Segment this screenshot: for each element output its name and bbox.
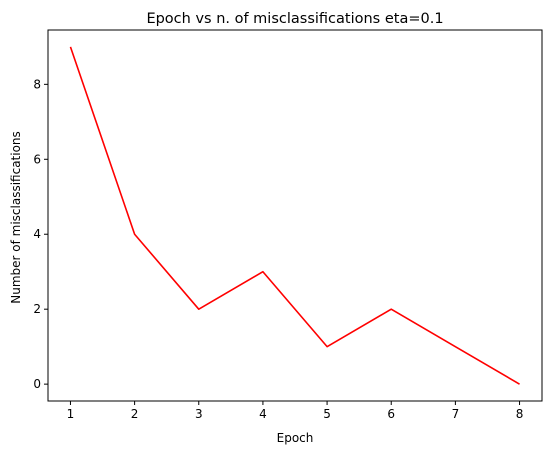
chart-title: Epoch vs n. of misclassifications eta=0.… xyxy=(146,11,443,27)
y-tick-label: 0 xyxy=(33,377,41,391)
x-tick-label: 1 xyxy=(67,407,75,421)
x-tick-label: 5 xyxy=(323,407,331,421)
series-line xyxy=(69,46,520,385)
y-tick-label: 8 xyxy=(33,77,41,91)
x-axis-ticks: 1 2 3 4 5 6 7 8 xyxy=(67,401,524,421)
x-tick-label: 7 xyxy=(452,407,460,421)
y-tick-label: 4 xyxy=(33,227,41,241)
x-tick-label: 8 xyxy=(516,407,524,421)
y-tick-label: 2 xyxy=(33,302,41,316)
y-tick-label: 6 xyxy=(33,152,41,166)
x-axis-label: Epoch xyxy=(277,431,314,445)
x-tick-label: 2 xyxy=(131,407,139,421)
y-axis-label: Number of misclassifications xyxy=(9,131,23,304)
y-axis-ticks: 0 2 4 6 8 xyxy=(33,77,48,391)
x-tick-label: 4 xyxy=(259,407,267,421)
plot-frame xyxy=(47,29,543,402)
x-tick-label: 6 xyxy=(387,407,395,421)
series-layer xyxy=(69,46,520,385)
x-tick-label: 3 xyxy=(195,407,203,421)
plot-area: 1 2 3 4 5 6 7 8 0 2 4 6 8 xyxy=(33,29,543,421)
